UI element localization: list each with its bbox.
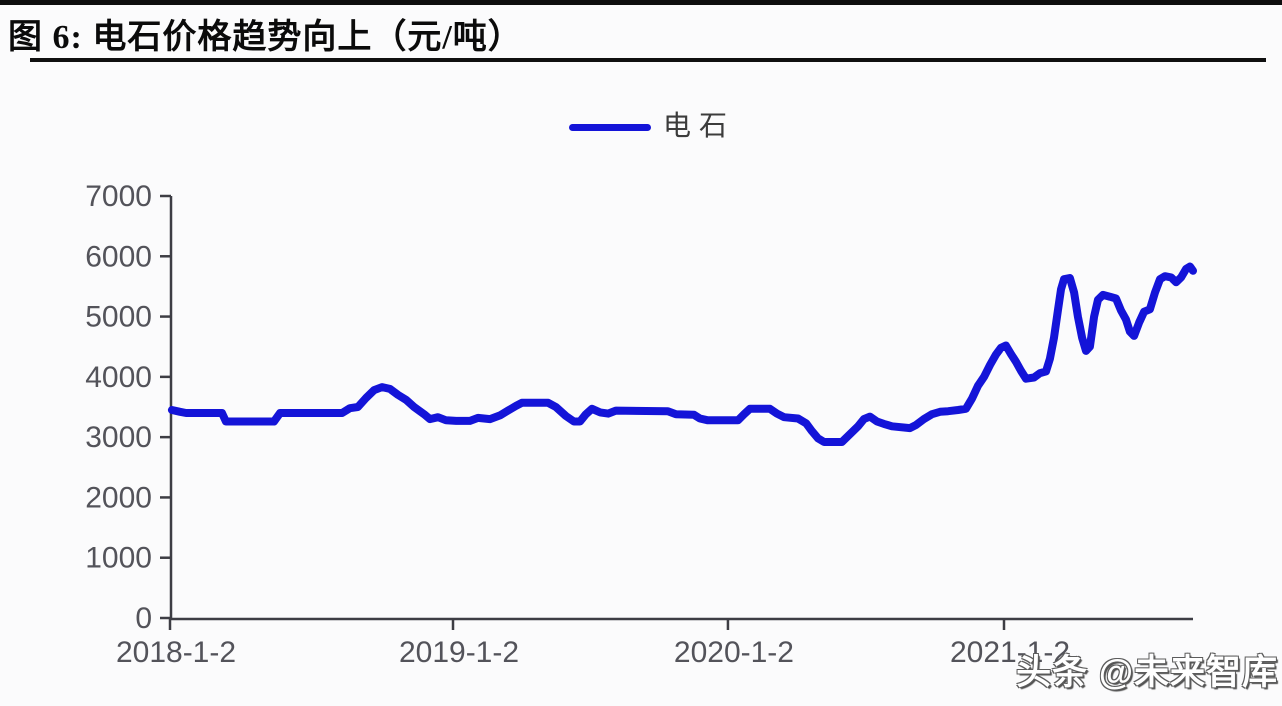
title-underline (30, 58, 1266, 62)
figure-title: 图 6: 电石价格趋势向上（元/吨） (8, 19, 523, 56)
y-tick-label: 2000 (85, 481, 152, 514)
x-tick-label: 2019-1-2 (399, 636, 519, 669)
x-tick-label: 2021-1-2 (950, 636, 1070, 669)
x-tick-label: 2018-1-2 (116, 636, 236, 669)
top-border-bar (0, 0, 1282, 5)
watermark: 头条 @未来智库 (1016, 653, 1278, 692)
y-tick-label: 6000 (85, 240, 152, 273)
x-tick-label: 2020-1-2 (674, 636, 794, 669)
y-tick-label: 4000 (85, 361, 152, 394)
chart-legend: 电石 (22, 110, 1282, 144)
y-tick-label: 0 (135, 602, 152, 635)
chart-tick-labels: 0 1000 2000 3000 4000 5000 6000 7000 2018-1-2 201… (85, 180, 1070, 669)
chart-axes (169, 196, 1193, 621)
price-line-series (167, 262, 1197, 446)
y-tick-label: 7000 (85, 180, 152, 213)
chart-tick-marks (160, 194, 1006, 630)
legend-line-swatch (568, 123, 651, 131)
y-tick-label: 1000 (85, 542, 152, 575)
y-tick-label: 3000 (85, 421, 152, 454)
y-tick-label: 5000 (85, 301, 152, 334)
legend-label: 电石 (662, 111, 735, 142)
